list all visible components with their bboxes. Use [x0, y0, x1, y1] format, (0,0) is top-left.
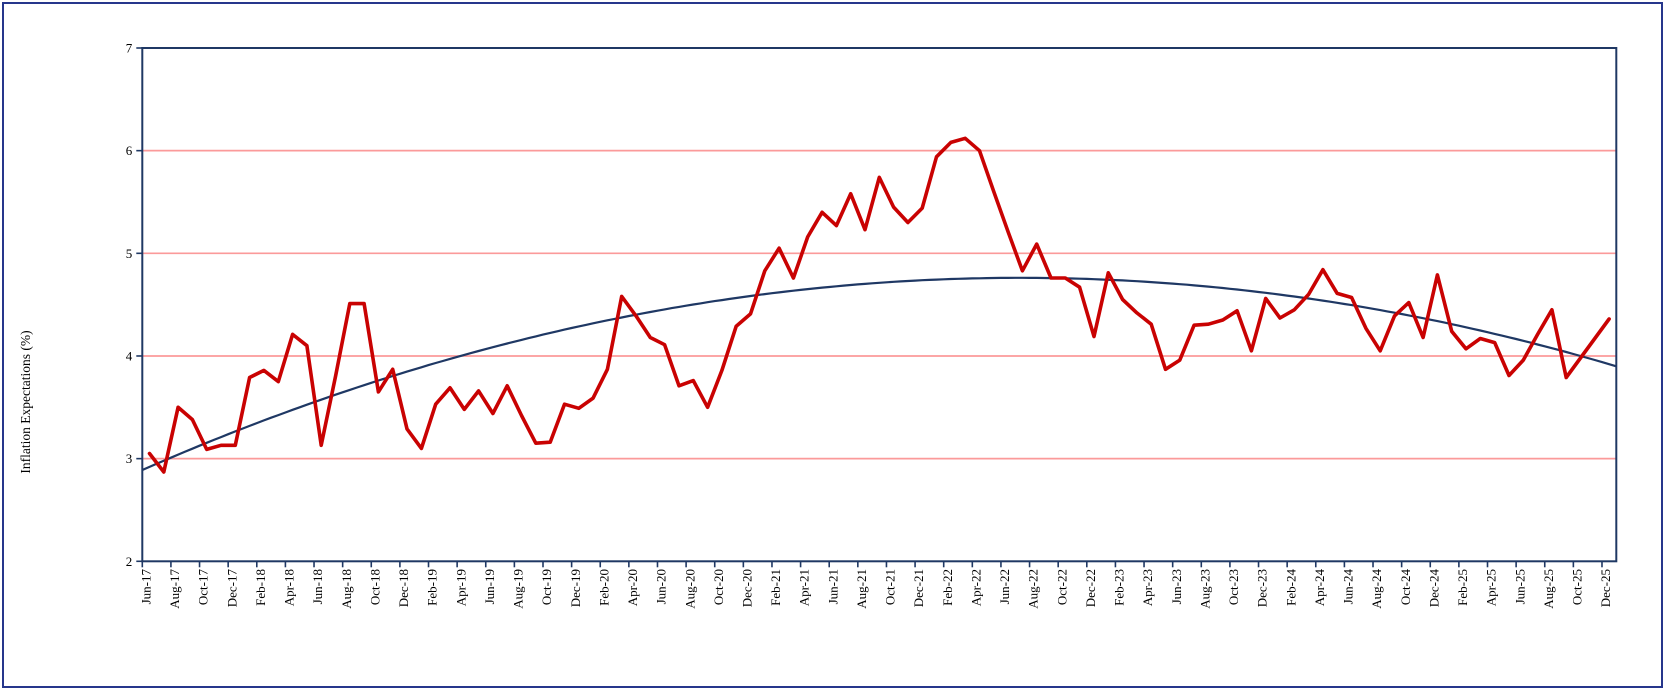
- x-axis-tick-label: Apr-20: [625, 569, 640, 606]
- x-axis-tick-label: Aug-22: [1026, 569, 1041, 609]
- y-axis-tick-label: 6: [126, 143, 133, 158]
- x-axis-tick-label: Apr-25: [1484, 569, 1499, 606]
- x-axis-tick-label: Jun-21: [825, 569, 840, 604]
- x-axis-tick-label: Apr-18: [282, 569, 297, 606]
- x-axis-tick-label: Aug-19: [511, 569, 526, 609]
- x-axis-tick-label: Feb-21: [768, 569, 783, 606]
- x-axis-tick-label: Feb-24: [1283, 569, 1298, 606]
- x-axis-tick-label: Apr-23: [1140, 569, 1155, 606]
- x-axis-tick-label: Dec-18: [396, 569, 411, 607]
- x-axis-tick-label: Jun-18: [310, 569, 325, 604]
- y-axis-tick-label: 2: [126, 554, 133, 569]
- y-axis-tick-label: 3: [126, 451, 133, 466]
- x-axis-tick-label: Feb-22: [940, 569, 955, 606]
- x-axis-tick-label: Oct-23: [1226, 569, 1241, 605]
- x-axis-tick-label: Feb-25: [1455, 569, 1470, 606]
- x-axis-tick-label: Dec-21: [911, 569, 926, 607]
- x-axis-tick-label: Oct-21: [883, 569, 898, 605]
- x-axis-tick-label: Apr-24: [1312, 569, 1327, 607]
- x-axis-tick-label: Oct-22: [1054, 569, 1069, 605]
- x-axis-tick-label: Jun-25: [1512, 569, 1527, 604]
- x-axis-tick-label: Aug-18: [339, 569, 354, 609]
- x-axis-tick-label: Feb-18: [253, 569, 268, 606]
- x-axis-tick-label: Aug-20: [682, 569, 697, 609]
- x-axis-tick-label: Aug-23: [1197, 569, 1212, 609]
- y-axis-tick-label: 7: [126, 41, 133, 56]
- x-axis-tick-label: Oct-25: [1570, 569, 1585, 605]
- x-axis-tick-label: Dec-20: [740, 569, 755, 607]
- x-axis-tick-label: Jun-20: [654, 569, 669, 604]
- x-axis-tick-label: Aug-17: [167, 569, 182, 609]
- x-axis-tick-label: Feb-19: [425, 569, 440, 606]
- x-axis-tick-label: Dec-17: [224, 569, 239, 608]
- x-axis-tick-label: Feb-20: [596, 569, 611, 606]
- x-axis-tick-label: Jun-17: [139, 569, 154, 605]
- x-axis-tick-label: Apr-22: [969, 569, 984, 606]
- x-axis-tick-label: Oct-19: [539, 569, 554, 605]
- y-axis-title: Inflation Expectations (%): [18, 330, 33, 473]
- plot-border: [141, 47, 1618, 563]
- x-axis-tick-label: Jun-19: [482, 569, 497, 604]
- series-layer: [141, 136, 1617, 474]
- x-axis-tick-label: Aug-25: [1541, 569, 1556, 609]
- x-axis-tick-label: Dec-19: [568, 569, 583, 607]
- y-axis-tick-label: 5: [126, 246, 133, 261]
- x-axis-tick-label: Jun-24: [1341, 569, 1356, 605]
- axes-layer: 2 3 4 5 6 7 Jun-17 Aug-17 Oct-17 Dec-17 Feb-18 Apr-…: [126, 41, 1618, 609]
- x-axis-tick-label: Dec-24: [1426, 569, 1441, 608]
- series-inflation-expectations: [147, 136, 1611, 474]
- x-axis-tick-label: Oct-24: [1398, 569, 1413, 606]
- x-axis-tick-label: Oct-20: [711, 569, 726, 605]
- x-axis-tick-label: Jun-23: [1169, 569, 1184, 604]
- x-axis-tick-label: Apr-21: [797, 569, 812, 606]
- x-axis-tick-label: Aug-24: [1369, 569, 1384, 609]
- x-axis-tick-label: Dec-22: [1083, 569, 1098, 607]
- x-axis-tick-label: Dec-25: [1598, 569, 1613, 607]
- x-axis-tick-label: Dec-23: [1255, 569, 1270, 607]
- x-axis-tick-label: Aug-21: [854, 569, 869, 609]
- x-axis-tick-label: Apr-19: [453, 569, 468, 606]
- x-axis-tick-label: Oct-18: [367, 569, 382, 605]
- x-axis-tick-label: Feb-23: [1112, 569, 1127, 606]
- x-axis-tick-label: Jun-22: [997, 569, 1012, 604]
- y-axis-tick-label: 4: [126, 348, 133, 363]
- gridlines-layer: [142, 149, 1617, 460]
- x-axis-tick-label: Oct-17: [196, 569, 211, 606]
